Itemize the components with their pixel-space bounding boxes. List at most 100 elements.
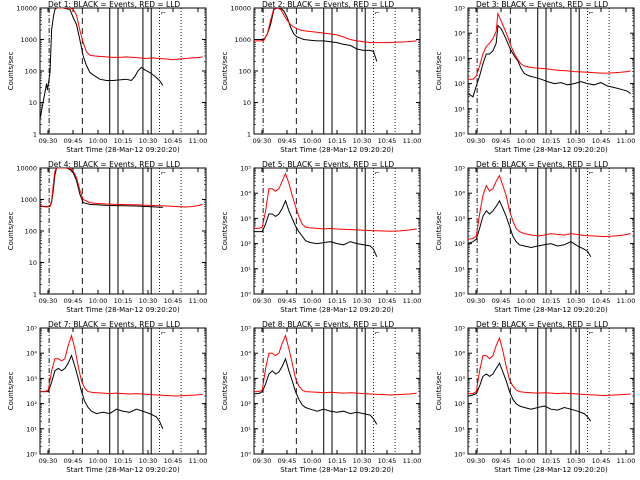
- y-tick-label: 10²: [240, 400, 251, 408]
- y-tick-label: 10¹: [26, 425, 37, 433]
- x-tick-label: 11:00: [189, 457, 208, 465]
- events-series-line: [468, 362, 592, 422]
- y-tick-label: 10000: [16, 5, 37, 13]
- y-tick-label: 10³: [26, 375, 37, 383]
- y-tick-label: 10¹: [454, 425, 465, 433]
- x-tick-label: 09:45: [492, 297, 511, 305]
- x-tick-label: 09:45: [492, 457, 511, 465]
- plot-area: [254, 328, 417, 454]
- y-tick-label: 10²: [454, 400, 465, 408]
- y-tick-label: 1000: [20, 196, 37, 204]
- x-tick-label: 10:15: [542, 297, 561, 305]
- lld-series-line: [40, 333, 203, 397]
- detector-panel: Det 2: BLACK = Events, RED = LLD 1 10 100 10…: [221, 0, 421, 154]
- y-tick-label: 10⁴: [454, 30, 465, 38]
- x-tick-label: 09:30: [39, 297, 58, 305]
- x-tick-label: 11:00: [403, 297, 422, 305]
- y-tick-label: 10000: [16, 165, 37, 173]
- detector-panel: Det 4: BLACK = Events, RED = LLD 1 10 100 10…: [7, 160, 207, 314]
- y-tick-label: 10⁴: [240, 190, 251, 198]
- x-tick-label: 10:30: [353, 457, 372, 465]
- flag-marker: ⌐: [589, 169, 594, 177]
- y-tick-label: 10³: [240, 375, 251, 383]
- y-axis-label: Counts/sec: [7, 372, 15, 411]
- x-tick-label: 10:00: [89, 297, 108, 305]
- y-tick-label: 10²: [454, 240, 465, 248]
- panel-title: Det 6: BLACK = Events, RED = LLD: [476, 160, 608, 169]
- x-tick-label: 09:45: [492, 137, 511, 145]
- y-tick-label: 10²: [454, 80, 465, 88]
- x-tick-label: 10:00: [303, 297, 322, 305]
- flag-marker: ⌐: [375, 329, 380, 337]
- lld-series-line: [40, 168, 203, 208]
- lld-series-line: [468, 11, 631, 80]
- flag-marker: ⌐: [375, 169, 380, 177]
- x-tick-label: 10:30: [567, 297, 586, 305]
- x-tick-label: 09:45: [278, 457, 297, 465]
- flag-marker: ⌐: [161, 169, 166, 177]
- events-series-line: [468, 199, 592, 258]
- plot-area: [254, 8, 417, 134]
- y-tick-label: 100: [25, 228, 37, 236]
- panel-title: Det 5: BLACK = Events, RED = LLD: [262, 160, 394, 169]
- y-tick-label: 10⁵: [454, 5, 465, 13]
- y-tick-label: 10²: [240, 240, 251, 248]
- x-axis-label: Start Time (28-Mar-12 09:20:20): [280, 146, 394, 154]
- y-axis-label: Counts/sec: [435, 52, 443, 91]
- x-tick-label: 10:00: [517, 137, 536, 145]
- y-tick-label: 1: [33, 131, 37, 139]
- x-axis-label: Start Time (28-Mar-12 09:20:20): [66, 306, 180, 314]
- detector-panel: Det 7: BLACK = Events, RED = LLD 10⁰ 10¹ 10…: [7, 320, 207, 474]
- flag-marker: ⌐: [161, 9, 166, 17]
- x-axis-label: Start Time (28-Mar-12 09:20:20): [66, 466, 180, 474]
- x-tick-label: 10:45: [592, 297, 611, 305]
- x-tick-label: 10:00: [517, 457, 536, 465]
- x-tick-label: 11:00: [189, 137, 208, 145]
- x-tick-label: 11:00: [617, 137, 636, 145]
- panel-title: Det 3: BLACK = Events, RED = LLD: [476, 0, 608, 9]
- y-tick-label: 10: [29, 99, 37, 107]
- x-axis-label: Start Time (28-Mar-12 09:20:20): [494, 306, 608, 314]
- detector-panel: Det 6: BLACK = Events, RED = LLD 10⁰ 10¹ 10…: [435, 160, 635, 314]
- events-series-line: [254, 199, 378, 257]
- x-tick-label: 09:45: [278, 137, 297, 145]
- y-tick-label: 10⁵: [454, 165, 465, 173]
- events-series-line: [254, 357, 378, 425]
- x-tick-label: 10:15: [114, 457, 133, 465]
- y-tick-label: 10⁵: [26, 325, 37, 333]
- x-tick-label: 10:15: [114, 297, 133, 305]
- detector-panel: Det 1: BLACK = Events, RED = LLD 1 10 100 10…: [7, 0, 207, 154]
- lld-series-line: [254, 8, 417, 44]
- flag-marker: ⌐: [589, 9, 594, 17]
- detector-panel: Det 3: BLACK = Events, RED = LLD 10⁰ 10¹ 10…: [435, 0, 635, 154]
- y-tick-label: 10⁴: [454, 190, 465, 198]
- x-tick-label: 10:15: [328, 137, 347, 145]
- x-tick-label: 10:45: [164, 297, 183, 305]
- x-tick-label: 10:15: [542, 137, 561, 145]
- x-tick-label: 10:30: [139, 137, 158, 145]
- x-tick-label: 09:30: [253, 137, 272, 145]
- flag-marker: ⌐: [161, 329, 166, 337]
- plot-area: [40, 328, 203, 454]
- x-tick-label: 11:00: [617, 457, 636, 465]
- x-tick-label: 10:30: [567, 457, 586, 465]
- x-tick-label: 10:15: [328, 297, 347, 305]
- plot-area: [468, 168, 631, 294]
- y-tick-label: 10⁰: [26, 451, 37, 459]
- x-tick-label: 10:00: [303, 137, 322, 145]
- events-series-line: [40, 8, 164, 120]
- y-tick-label: 10⁵: [240, 165, 251, 173]
- lld-series-line: [468, 174, 631, 240]
- y-tick-label: 10⁰: [240, 451, 251, 459]
- panel-title: Det 9: BLACK = Events, RED = LLD: [476, 320, 608, 329]
- y-tick-label: 10³: [454, 375, 465, 383]
- x-tick-label: 09:45: [278, 297, 297, 305]
- x-axis-label: Start Time (28-Mar-12 09:20:20): [494, 466, 608, 474]
- x-axis-label: Start Time (28-Mar-12 09:20:20): [280, 306, 394, 314]
- y-tick-label: 10000: [230, 5, 251, 13]
- flag-marker: ⌐: [375, 9, 380, 17]
- y-axis-label: Counts/sec: [221, 212, 229, 251]
- y-tick-label: 1000: [234, 36, 251, 44]
- y-tick-label: 10³: [454, 215, 465, 223]
- lld-series-line: [254, 334, 417, 396]
